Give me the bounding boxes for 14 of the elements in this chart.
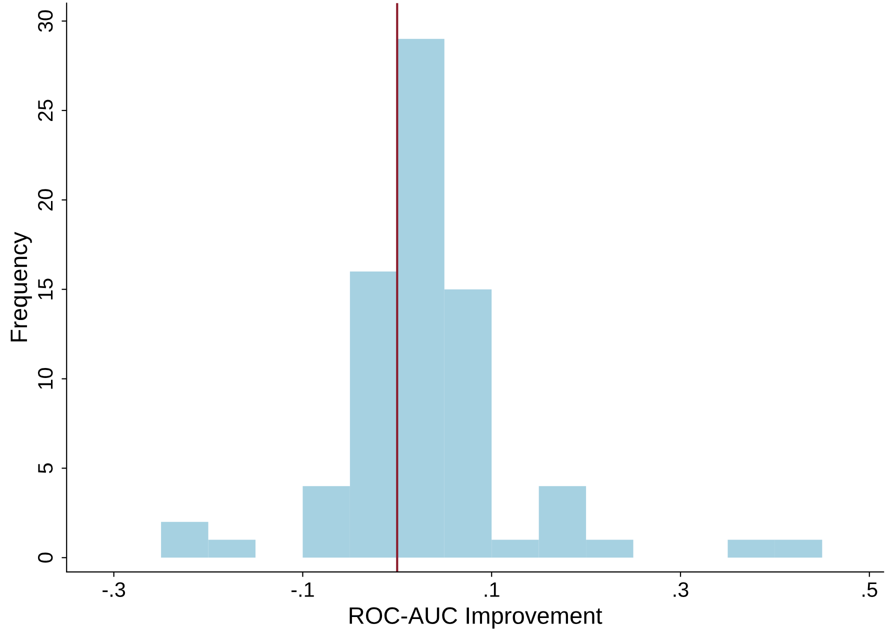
y-tick-label: 0 (38, 552, 53, 563)
y-tick-label: 10 (38, 368, 53, 389)
x-tick-label: -.1 (291, 582, 314, 597)
y-tick-label: 5 (38, 463, 53, 474)
x-tick-label: -.3 (102, 582, 126, 597)
x-tick-label: .5 (862, 582, 878, 597)
y-tick-label: 30 (38, 10, 53, 32)
y-tick-label: 20 (38, 189, 53, 210)
y-tick-label: 25 (38, 100, 53, 122)
y-tick-label: 15 (38, 278, 53, 300)
x-tick-label: .1 (484, 582, 500, 597)
y-axis-title: Frequency (10, 232, 32, 342)
x-tick-label: .3 (674, 582, 688, 597)
x-axis-title: ROC-AUC Improvement (350, 607, 602, 629)
